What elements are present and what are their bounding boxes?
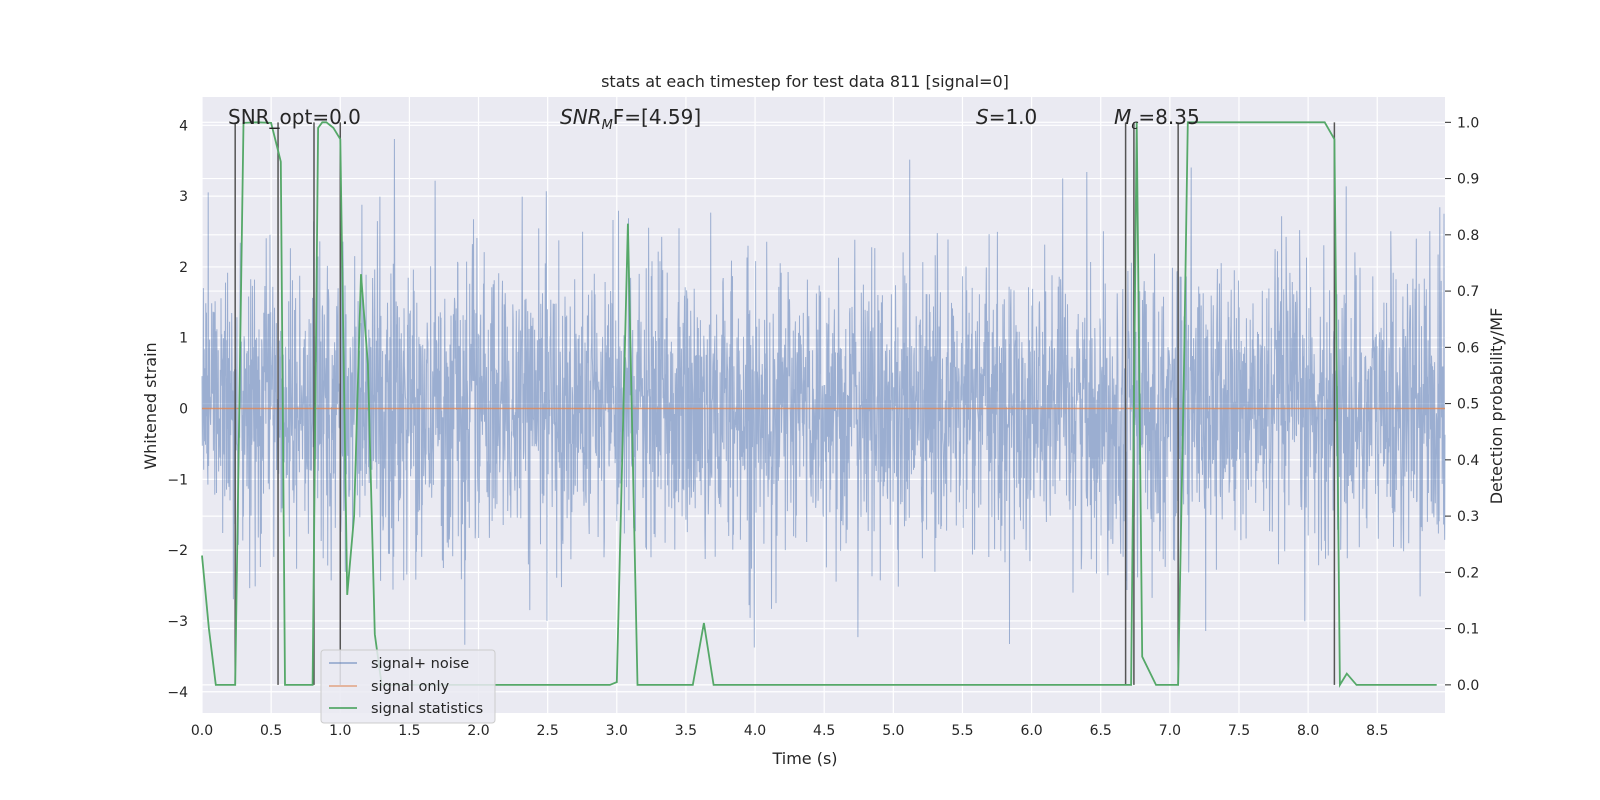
- x-tick-label: 0.0: [191, 723, 213, 739]
- annotation-mc: Mc=8.35: [1114, 105, 1200, 133]
- series-signal-statistics: [201, 121, 1437, 689]
- y-tick-label-left: −3: [167, 614, 188, 630]
- x-tick-label: 4.0: [744, 723, 766, 739]
- x-axis-ticks: 0.0 0.5 1.0 1.5 2.0 2.5 3.0 3.5 4.0 4.5 5.0 5.5 6.0 6…: [191, 723, 1389, 739]
- y-tick-label-right: 0.1: [1457, 622, 1479, 638]
- x-tick-label: 5.0: [882, 723, 904, 739]
- annotation-mc-sub: c: [1131, 118, 1138, 133]
- y-axis-left-label: Whitened strain: [141, 342, 160, 469]
- y-tick-label-left: 1: [179, 331, 188, 347]
- x-tick-label: 5.5: [951, 723, 973, 739]
- y-tick-label-left: 2: [179, 260, 188, 276]
- x-tick-label: 4.5: [813, 723, 835, 739]
- y-tick-label-right: 0.4: [1457, 453, 1479, 469]
- x-tick-label: 7.5: [1228, 723, 1250, 739]
- x-tick-label: 2.0: [467, 723, 489, 739]
- annotation-snr-mf-rest: F=[4.59]: [613, 105, 701, 129]
- series-signal-noise: [201, 138, 1446, 648]
- y-tick-label-left: 4: [179, 118, 188, 134]
- signal-statistics-line: [201, 121, 1437, 689]
- signal-noise-line: [201, 138, 1446, 648]
- y-tick-label-right: 1.0: [1457, 115, 1479, 131]
- legend-box: [320, 649, 496, 724]
- legend: signal+ noise signal only signal statist…: [320, 649, 496, 724]
- annotation-mc-base: M: [1114, 105, 1131, 129]
- x-tick-label: 0.5: [260, 723, 282, 739]
- annotation-snr-mf-base: SNR: [560, 105, 602, 129]
- x-tick-label: 7.0: [1159, 723, 1181, 739]
- y-tick-label-right: 0.6: [1457, 340, 1479, 356]
- y-tick-label-right: 0.5: [1457, 397, 1479, 413]
- x-tick-label: 3.5: [675, 723, 697, 739]
- y-tick-label-right: 0.3: [1457, 509, 1479, 525]
- x-tick-label: 2.5: [537, 723, 559, 739]
- chart-title: stats at each timestep for test data 811…: [601, 72, 1009, 91]
- annotation-s-base: S: [976, 105, 989, 129]
- y-tick-label-left: 0: [179, 402, 188, 418]
- y-tick-label-right: 0.7: [1457, 284, 1479, 300]
- annotation-snr-mf-sub: M: [602, 118, 613, 133]
- y-tick-label-right: 0.9: [1457, 172, 1479, 188]
- y-tick-label-right: 0.2: [1457, 565, 1479, 581]
- x-tick-label: 8.0: [1297, 723, 1319, 739]
- x-axis-label: Time (s): [771, 749, 837, 768]
- y-axis-left-ticks: −4 −3 −2 −1 0 1 2 3 4: [167, 118, 188, 700]
- annotation-snr-mf: SNRMF=[4.59]: [560, 105, 701, 133]
- legend-label-signal-noise: signal+ noise: [371, 656, 469, 672]
- annotations: SNR_opt=0.0 SNRMF=[4.59] S=1.0 Mc=8.35: [228, 105, 1200, 133]
- annotation-s: S=1.0: [976, 105, 1037, 129]
- y-tick-label-left: −4: [167, 685, 188, 701]
- y-tick-label-left: 3: [179, 189, 188, 205]
- y-tick-label-left: −1: [167, 472, 188, 488]
- y-axis-right-label: Detection probability/MF: [1487, 308, 1506, 505]
- x-tick-label: 8.5: [1366, 723, 1388, 739]
- annotation-mc-rest: =8.35: [1138, 105, 1199, 129]
- x-tick-label: 6.5: [1090, 723, 1112, 739]
- y-tick-label-right: 0.0: [1457, 678, 1479, 694]
- annotation-s-rest: =1.0: [989, 105, 1038, 129]
- y-tick-label-right: 0.8: [1457, 228, 1479, 244]
- x-tick-label: 1.0: [329, 723, 351, 739]
- x-tick-label: 6.0: [1020, 723, 1042, 739]
- y-tick-label-left: −2: [167, 543, 188, 559]
- x-tick-label: 1.5: [398, 723, 420, 739]
- x-tick-label: 3.0: [606, 723, 628, 739]
- legend-label-signal-only: signal only: [371, 679, 450, 695]
- annotation-snr-opt: SNR_opt=0.0: [228, 105, 361, 129]
- y-axis-right-ticks: 0.0 0.1 0.2 0.3 0.4 0.5 0.6 0.7 0.8 0.9 1.0: [1445, 115, 1479, 694]
- legend-label-signal-statistics: signal statistics: [371, 701, 483, 717]
